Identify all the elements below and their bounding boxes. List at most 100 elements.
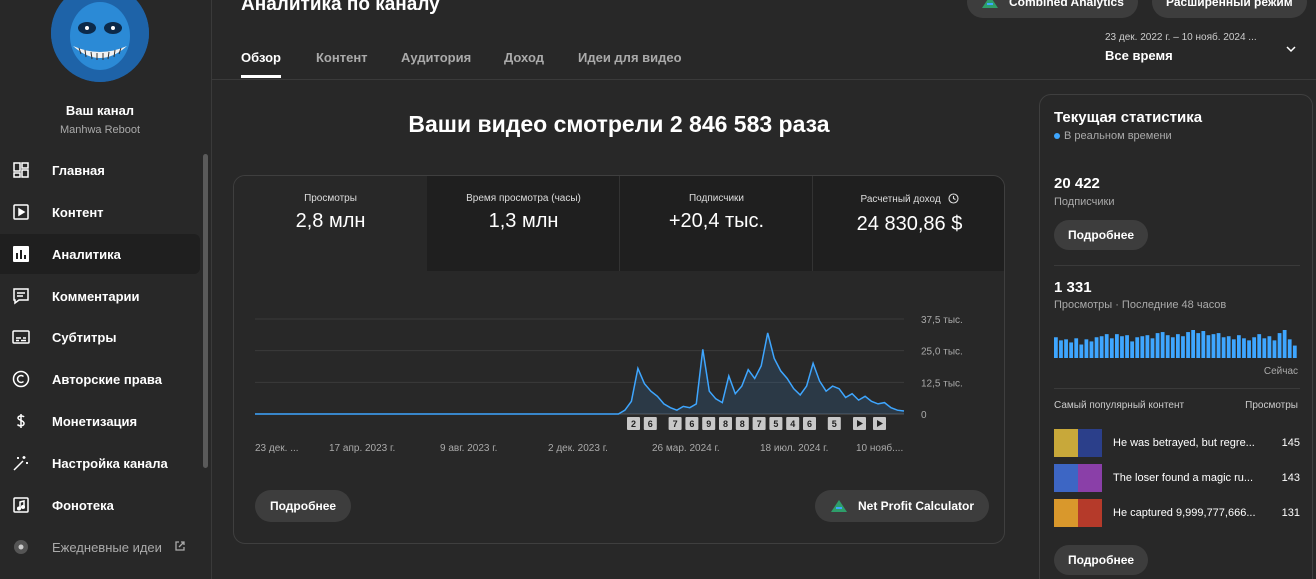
- date-range-text[interactable]: 23 дек. 2022 г. – 10 нояб. 2024 ...: [1105, 32, 1257, 43]
- annotation-marker[interactable]: 9: [702, 417, 716, 430]
- annotation-marker[interactable]: 4: [786, 417, 800, 430]
- sidebar-item-comments[interactable]: Комментарии: [0, 276, 200, 316]
- sidebar-item-copyright[interactable]: Авторские права: [0, 359, 200, 399]
- realtime-bar[interactable]: [1145, 335, 1150, 358]
- realtime-bar[interactable]: [1247, 340, 1251, 358]
- realtime-bar[interactable]: [1257, 334, 1262, 358]
- sidebar-item-daily-ideas[interactable]: Ежедневные идеи: [0, 527, 200, 567]
- svg-text:6: 6: [807, 419, 812, 429]
- popular-row[interactable]: He captured 9,999,777,666... 131: [1054, 498, 1300, 528]
- realtime-bar[interactable]: [1155, 333, 1160, 358]
- tab-video-ideas[interactable]: Идеи для видео: [578, 50, 682, 65]
- realtime-bar[interactable]: [1054, 337, 1058, 358]
- realtime-bar[interactable]: [1089, 341, 1094, 358]
- realtime-bar[interactable]: [1170, 337, 1175, 358]
- realtime-bar[interactable]: [1237, 335, 1241, 358]
- realtime-bar[interactable]: [1196, 333, 1201, 358]
- realtime-bar[interactable]: [1099, 336, 1104, 358]
- popular-row[interactable]: The loser found a magic ru... 143: [1054, 463, 1300, 493]
- tab-content[interactable]: Контент: [316, 50, 368, 65]
- realtime-more-button[interactable]: Подробнее: [1054, 220, 1149, 250]
- annotation-marker[interactable]: 7: [752, 417, 766, 430]
- sidebar-scrollbar[interactable]: [203, 154, 208, 468]
- realtime-bar[interactable]: [1064, 339, 1068, 358]
- annotation-marker[interactable]: 6: [643, 417, 657, 430]
- realtime-bar[interactable]: [1262, 338, 1267, 358]
- realtime-bar[interactable]: [1252, 337, 1257, 358]
- realtime-bar[interactable]: [1079, 344, 1084, 358]
- realtime-bar[interactable]: [1084, 339, 1089, 358]
- realtime-bar[interactable]: [1109, 338, 1114, 358]
- sidebar-item-content[interactable]: Контент: [0, 192, 200, 232]
- kpi-subscribers[interactable]: Подписчики +20,4 тыс.: [620, 176, 813, 271]
- realtime-bar[interactable]: [1231, 339, 1236, 358]
- date-range-label[interactable]: Все время: [1105, 48, 1173, 63]
- realtime-bar[interactable]: [1165, 335, 1170, 358]
- kpi-watch-time[interactable]: Время просмотра (часы) 1,3 млн: [427, 176, 620, 271]
- sidebar-item-analytics[interactable]: Аналитика: [0, 234, 200, 274]
- realtime-bar[interactable]: [1216, 333, 1221, 358]
- popular-more-button[interactable]: Подробнее: [1054, 545, 1149, 575]
- kpi-divider: [619, 176, 620, 271]
- realtime-bar[interactable]: [1267, 336, 1272, 358]
- realtime-bar[interactable]: [1292, 345, 1297, 358]
- more-button[interactable]: Подробнее: [255, 490, 352, 522]
- sidebar-item-audio-library[interactable]: Фонотека: [0, 485, 200, 525]
- realtime-bar[interactable]: [1120, 336, 1124, 358]
- realtime-bar[interactable]: [1221, 337, 1226, 358]
- tab-overview[interactable]: Обзор: [241, 50, 281, 65]
- advanced-mode-button[interactable]: Расширенный режим: [1152, 0, 1307, 18]
- annotation-marker[interactable]: 8: [719, 417, 732, 430]
- realtime-bar[interactable]: [1069, 342, 1074, 358]
- sidebar-item-customization[interactable]: Настройка канала: [0, 443, 200, 483]
- annotation-marker[interactable]: 6: [685, 417, 699, 430]
- realtime-bar[interactable]: [1201, 331, 1206, 358]
- chevron-down-icon[interactable]: [1284, 42, 1298, 61]
- realtime-bar[interactable]: [1176, 334, 1180, 358]
- net-profit-calculator-button[interactable]: Net Profit Calculator: [815, 490, 990, 522]
- sidebar-item-monetization[interactable]: Монетизация: [0, 401, 200, 441]
- sidebar-item-subtitles[interactable]: Субтитры: [0, 317, 200, 357]
- realtime-bar[interactable]: [1186, 332, 1190, 358]
- realtime-bar[interactable]: [1226, 336, 1231, 358]
- annotation-marker[interactable]: 5: [769, 417, 783, 430]
- realtime-bar[interactable]: [1125, 335, 1129, 358]
- avatar[interactable]: [51, 0, 149, 82]
- realtime-bar[interactable]: [1135, 337, 1140, 358]
- content-icon: [12, 203, 30, 221]
- realtime-bar[interactable]: [1181, 336, 1185, 358]
- annotation-marker[interactable]: 7: [668, 417, 682, 430]
- realtime-bar[interactable]: [1140, 336, 1145, 358]
- realtime-bar[interactable]: [1130, 341, 1135, 358]
- realtime-bar-chart[interactable]: [1054, 328, 1300, 358]
- realtime-bar[interactable]: [1206, 335, 1211, 358]
- realtime-bar[interactable]: [1282, 330, 1287, 358]
- sidebar-item-dashboard[interactable]: Главная: [0, 150, 200, 190]
- realtime-bar[interactable]: [1059, 340, 1063, 358]
- combined-analytics-button[interactable]: Combined Analytics: [967, 0, 1138, 18]
- realtime-bar[interactable]: [1277, 333, 1282, 358]
- kpi-views[interactable]: Просмотры 2,8 млн: [234, 176, 427, 271]
- annotation-marker[interactable]: 5: [827, 417, 841, 430]
- kpi-revenue[interactable]: Расчетный доход 24 830,86 $: [813, 176, 1004, 271]
- tab-revenue[interactable]: Доход: [504, 50, 544, 65]
- realtime-bar[interactable]: [1094, 337, 1099, 358]
- play-marker-icon[interactable]: [873, 417, 886, 430]
- realtime-bar[interactable]: [1242, 338, 1246, 358]
- annotation-marker[interactable]: 8: [735, 417, 749, 430]
- popular-row[interactable]: He was betrayed, but regre... 145: [1054, 428, 1300, 458]
- realtime-bar[interactable]: [1191, 330, 1196, 358]
- tab-audience[interactable]: Аудитория: [401, 50, 472, 65]
- views-chart[interactable]: 37,5 тыс. 25,0 тыс. 12,5 тыс. 0 2 6 7 6 9 8 8 7 5 4 6…: [234, 271, 1005, 461]
- realtime-bar[interactable]: [1160, 332, 1165, 358]
- realtime-bar[interactable]: [1150, 338, 1155, 358]
- play-marker-icon[interactable]: [853, 417, 866, 430]
- realtime-bar[interactable]: [1115, 334, 1119, 358]
- realtime-bar[interactable]: [1272, 340, 1277, 358]
- realtime-bar[interactable]: [1104, 334, 1109, 358]
- annotation-marker[interactable]: 2: [627, 417, 640, 430]
- annotation-marker[interactable]: 6: [803, 417, 816, 430]
- realtime-bar[interactable]: [1287, 339, 1292, 358]
- realtime-bar[interactable]: [1074, 338, 1079, 358]
- realtime-bar[interactable]: [1211, 334, 1216, 358]
